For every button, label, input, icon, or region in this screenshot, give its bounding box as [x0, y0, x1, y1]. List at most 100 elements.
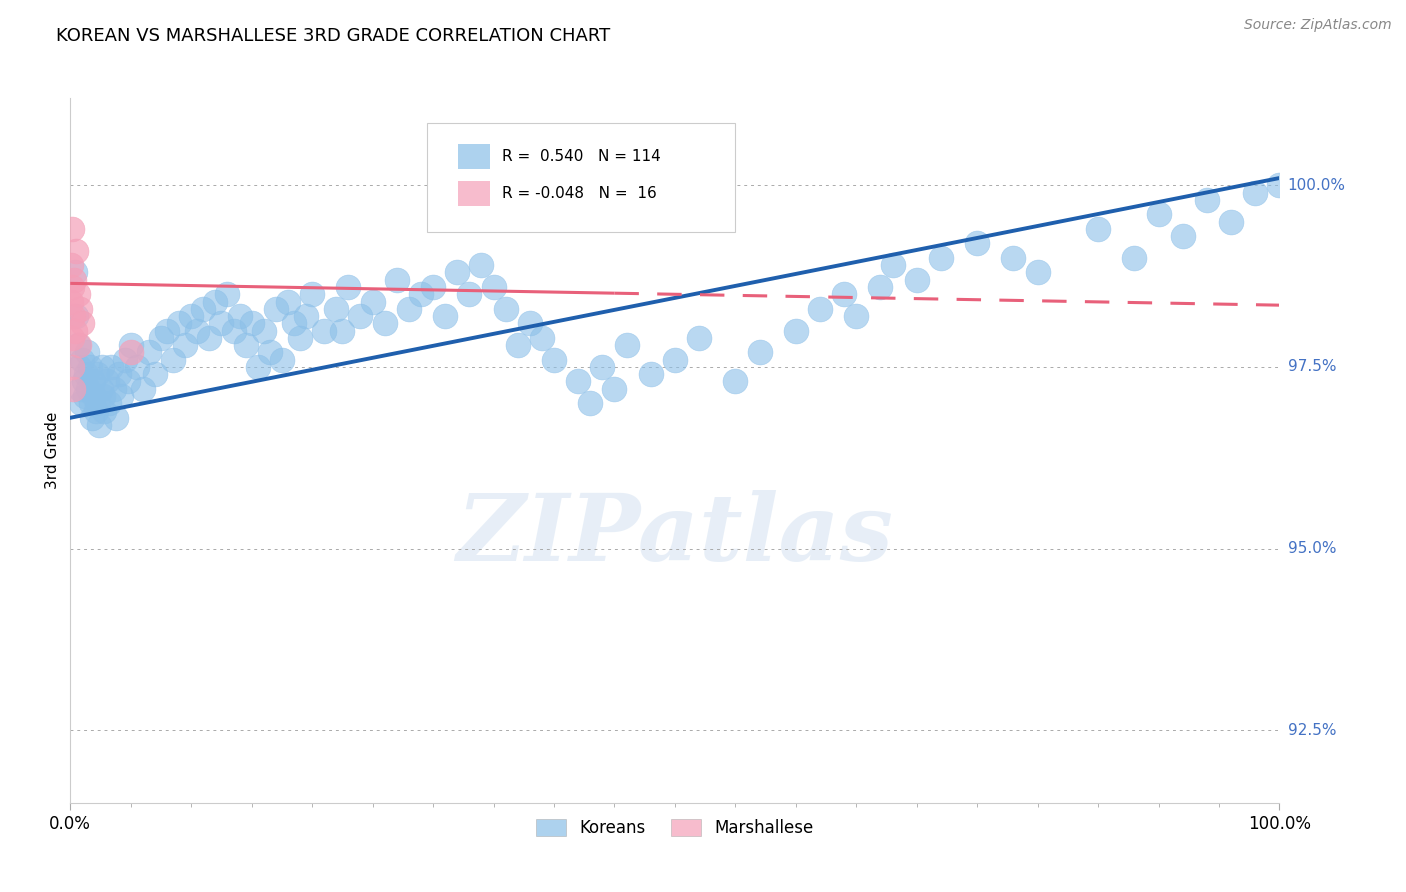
Point	[100, 359, 122, 374]
Point	[1002, 251, 1025, 265]
Point	[167, 316, 190, 330]
Point	[162, 352, 184, 367]
Point	[120, 345, 142, 359]
Point	[114, 352, 136, 367]
Point	[60, 222, 83, 236]
Point	[1123, 251, 1146, 265]
Point	[1268, 178, 1291, 193]
Point	[110, 389, 132, 403]
Point	[235, 338, 257, 352]
Point	[69, 382, 91, 396]
Text: R = -0.048   N =  16: R = -0.048 N = 16	[502, 186, 657, 201]
Point	[301, 287, 323, 301]
Point	[180, 309, 202, 323]
Point	[929, 251, 952, 265]
Point	[72, 352, 94, 367]
Point	[270, 352, 294, 367]
Point	[325, 301, 347, 316]
Point	[70, 396, 93, 410]
Point	[60, 294, 83, 309]
Point	[882, 258, 904, 272]
Legend: Koreans, Marshallese: Koreans, Marshallese	[530, 813, 820, 844]
Point	[1147, 207, 1170, 221]
Point	[80, 396, 103, 410]
Point	[67, 338, 90, 352]
Point	[60, 280, 83, 294]
Point	[314, 324, 336, 338]
Point	[198, 331, 221, 345]
Point	[409, 287, 432, 301]
Text: KOREAN VS MARSHALLESE 3RD GRADE CORRELATION CHART: KOREAN VS MARSHALLESE 3RD GRADE CORRELAT…	[56, 27, 610, 45]
Point	[470, 258, 492, 272]
Point	[62, 309, 84, 323]
Point	[259, 345, 281, 359]
Point	[132, 382, 155, 396]
Point	[966, 236, 988, 251]
FancyBboxPatch shape	[458, 144, 489, 169]
Point	[905, 273, 928, 287]
Point	[530, 331, 553, 345]
Point	[66, 287, 89, 301]
Point	[150, 331, 173, 345]
Point	[567, 375, 589, 389]
Point	[446, 265, 468, 279]
Point	[1087, 222, 1109, 236]
Point	[785, 324, 807, 338]
Point	[337, 280, 360, 294]
Point	[60, 331, 83, 345]
Point	[277, 294, 299, 309]
Point	[1195, 193, 1218, 207]
Point	[62, 382, 84, 396]
Point	[91, 389, 114, 403]
Point	[519, 316, 541, 330]
Point	[76, 345, 98, 359]
Text: R =  0.540   N = 114: R = 0.540 N = 114	[502, 149, 661, 164]
Point	[143, 367, 166, 381]
Text: ZIPatlas: ZIPatlas	[457, 490, 893, 580]
Point	[603, 382, 626, 396]
Point	[90, 382, 111, 396]
Point	[579, 396, 602, 410]
Point	[808, 301, 831, 316]
Point	[156, 324, 179, 338]
Point	[77, 382, 100, 396]
Point	[832, 287, 855, 301]
Point	[748, 345, 770, 359]
Point	[664, 352, 686, 367]
Point	[869, 280, 891, 294]
Point	[688, 331, 710, 345]
Point	[253, 324, 276, 338]
Point	[59, 258, 82, 272]
Text: 97.5%: 97.5%	[1288, 359, 1336, 375]
Point	[361, 294, 384, 309]
Point	[398, 301, 420, 316]
Point	[87, 396, 110, 410]
Point	[1244, 186, 1267, 200]
Point	[246, 359, 269, 374]
Point	[724, 375, 747, 389]
Point	[96, 375, 118, 389]
Point	[385, 273, 408, 287]
Point	[506, 338, 529, 352]
Text: Source: ZipAtlas.com: Source: ZipAtlas.com	[1244, 18, 1392, 32]
Point	[125, 359, 148, 374]
Point	[117, 375, 139, 389]
Point	[374, 316, 396, 330]
Point	[240, 316, 263, 330]
Point	[264, 301, 287, 316]
Point	[82, 375, 104, 389]
Point	[434, 309, 457, 323]
Point	[65, 309, 87, 323]
Point	[288, 331, 311, 345]
Point	[62, 359, 84, 374]
Point	[349, 309, 371, 323]
Point	[495, 301, 517, 316]
Point	[93, 403, 115, 417]
Point	[89, 417, 111, 432]
Text: 100.0%: 100.0%	[1288, 178, 1346, 193]
Point	[193, 301, 215, 316]
Point	[65, 244, 87, 258]
Point	[120, 338, 142, 352]
Point	[422, 280, 444, 294]
Point	[222, 324, 245, 338]
